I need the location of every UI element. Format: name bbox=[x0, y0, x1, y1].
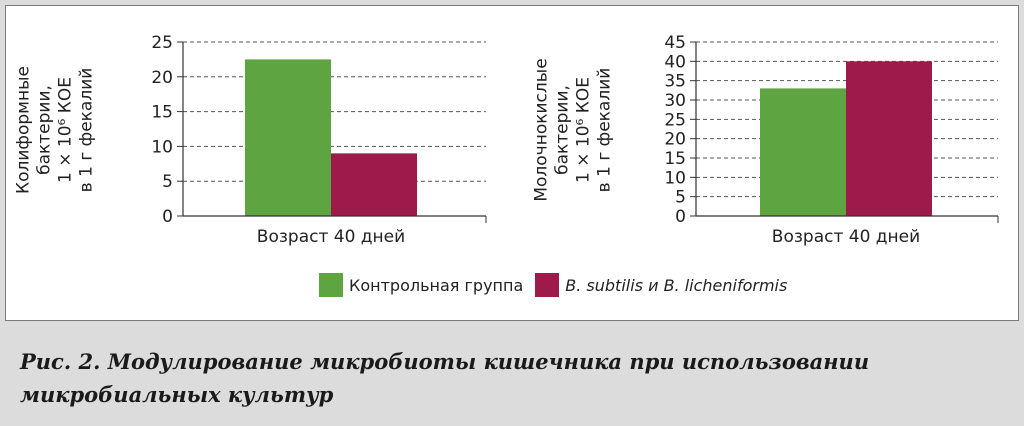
legend-label-treatment: B. subtilis и B. licheniformis bbox=[565, 275, 788, 295]
legend-swatch-treatment bbox=[535, 273, 560, 297]
y-tick-label: 0 bbox=[162, 207, 173, 227]
bar-control bbox=[760, 88, 846, 216]
y-tick-label: 25 bbox=[664, 110, 686, 130]
legend: Контрольная группа B. subtilis и B. lich… bbox=[319, 272, 799, 298]
y-tick-label: 35 bbox=[664, 72, 686, 92]
legend-swatch-control bbox=[319, 273, 343, 297]
x-category-label: Возраст 40 дней bbox=[257, 227, 405, 247]
caption-line-2: микробиальных культур bbox=[20, 382, 334, 407]
figure-panel: 0 5 10 15 20 25 Возраст 40 дней Колиформныебакт… bbox=[5, 5, 1019, 321]
bar-treatment bbox=[846, 61, 932, 217]
y-tick-label: 5 bbox=[162, 172, 173, 192]
y-tick-label: 20 bbox=[151, 68, 173, 88]
legend-label-control: Контрольная группа bbox=[349, 275, 524, 295]
y-tick-label: 30 bbox=[664, 91, 686, 111]
y-axis-label: Молочнокислыебактерии,1 × 10⁶ КОЕв 1 г ф… bbox=[532, 58, 615, 201]
y-tick-label: 15 bbox=[151, 103, 173, 123]
y-tick-label: 40 bbox=[664, 52, 686, 72]
caption-line-1: Рис. 2. Модулирование микробиоты кишечни… bbox=[20, 349, 870, 374]
y-tick-label: 10 bbox=[664, 168, 686, 188]
y-tick-label: 25 bbox=[151, 33, 173, 53]
y-axis-label: Колиформныебактерии,1 × 10⁶ КОЕв 1 г фек… bbox=[14, 66, 97, 194]
y-tick-label: 0 bbox=[675, 207, 686, 227]
chart-1: 0 5 10 15 20 25 Возраст 40 дней Колиформныебакт… bbox=[14, 33, 487, 247]
bar-control bbox=[245, 59, 331, 217]
y-tick-label: 15 bbox=[664, 149, 686, 169]
x-category-label: Возраст 40 дней bbox=[772, 227, 920, 247]
bar-treatment bbox=[331, 153, 417, 216]
y-tick-label: 10 bbox=[151, 137, 173, 157]
figure-caption: Рис. 2. Модулирование микробиоты кишечни… bbox=[20, 345, 1000, 411]
y-tick-label: 20 bbox=[664, 130, 686, 150]
y-tick-label: 45 bbox=[664, 33, 686, 53]
y-tick-label: 5 bbox=[675, 188, 686, 208]
